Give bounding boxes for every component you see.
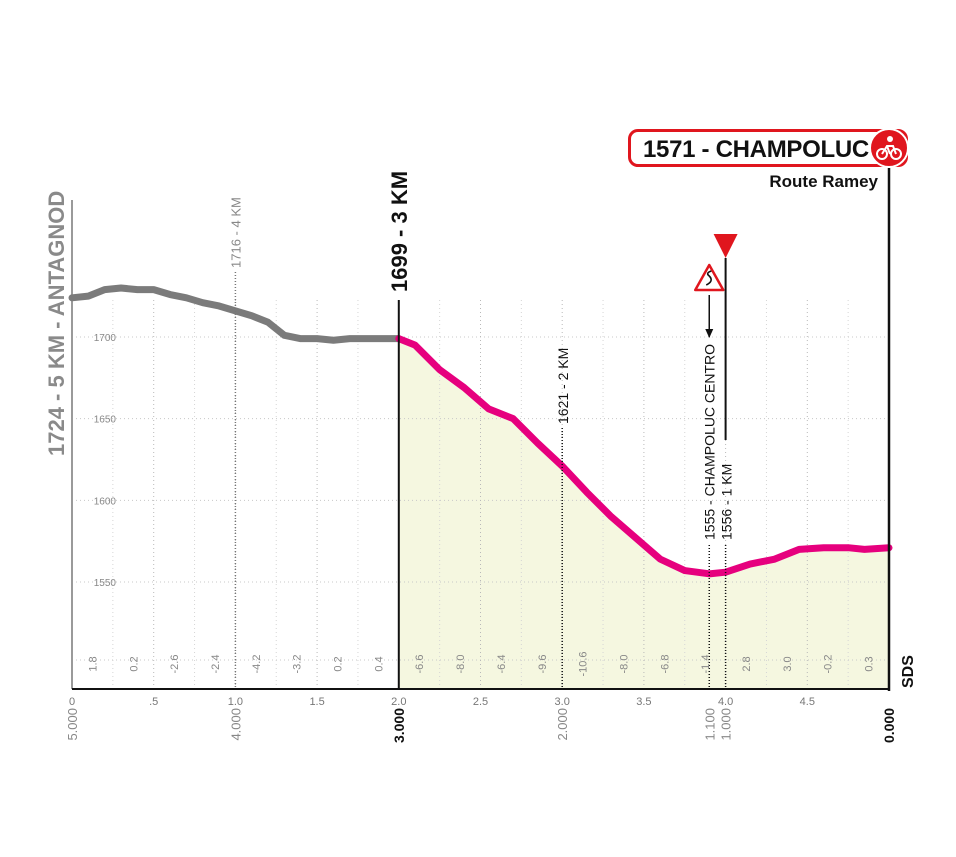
gradient-label: 0.4 bbox=[373, 656, 385, 671]
gradient-label: -6.4 bbox=[496, 655, 508, 674]
gradient-label: 2.8 bbox=[741, 656, 753, 671]
finish-banner: 1571 - CHAMPOLUC bbox=[628, 128, 909, 168]
curve-warning-icon bbox=[694, 263, 725, 292]
gradient-label: 0.3 bbox=[864, 656, 876, 671]
km-marker-label: 1716 - 4 KM bbox=[228, 197, 243, 268]
y-tick-label: 1700 bbox=[94, 333, 117, 344]
x-tick-label: 2.5 bbox=[473, 696, 488, 708]
y-tick-label: 1550 bbox=[94, 578, 117, 589]
warning-triangle bbox=[694, 263, 725, 292]
gradient-label: -3.2 bbox=[292, 655, 304, 674]
gradient-label: 3.0 bbox=[782, 656, 794, 671]
x-tick-label: .5 bbox=[149, 696, 158, 708]
gradient-label: -9.6 bbox=[537, 655, 549, 674]
finish-sublabel: Route Ramey bbox=[769, 172, 878, 191]
x-tick-label: 3.0 bbox=[555, 696, 570, 708]
gradient-label: -6.6 bbox=[414, 655, 426, 674]
distance-to-go-label: 2.000 bbox=[555, 708, 570, 741]
gradient-label: -0.2 bbox=[823, 655, 835, 674]
distance-to-go-label: 1.000 bbox=[719, 708, 734, 741]
distance-to-go-label: 1.100 bbox=[702, 708, 717, 741]
gradient-label: 0.2 bbox=[333, 656, 345, 671]
x-tick-label: 4.5 bbox=[800, 696, 815, 708]
km-marker-label: 1621 - 2 KM bbox=[555, 348, 571, 424]
distance-to-go-label: 4.000 bbox=[228, 708, 243, 741]
start-label: 1724 - 5 KM - ANTAGNOD bbox=[44, 191, 69, 456]
gradient-label: -2.4 bbox=[210, 655, 222, 674]
gradient-label: -10.6 bbox=[578, 651, 590, 676]
y-tick-label: 1650 bbox=[94, 415, 117, 426]
gradient-label: -6.8 bbox=[659, 655, 671, 674]
warning-arrow-head bbox=[705, 329, 714, 338]
profile-line-past bbox=[68, 284, 403, 344]
km-marker-label: 1555 - CHAMPOLUC CENTRO bbox=[701, 344, 717, 540]
profile-fill bbox=[398, 338, 889, 689]
sds-logo: SDS bbox=[900, 655, 917, 688]
red-triangle-icon bbox=[713, 234, 738, 258]
y-tick-label: 1600 bbox=[94, 496, 117, 507]
km-marker-label: 1699 - 3 KM bbox=[387, 171, 412, 292]
x-tick-label: 1.0 bbox=[228, 696, 243, 708]
gradient-label: -8.0 bbox=[455, 655, 467, 674]
x-tick-label: 2.0 bbox=[391, 696, 406, 708]
gradient-label: -2.6 bbox=[169, 655, 181, 674]
warning-curve bbox=[705, 270, 712, 286]
distance-to-go-label: 5.000 bbox=[65, 708, 80, 741]
x-tick-label: 4.0 bbox=[718, 696, 733, 708]
gradient-label: -1.4 bbox=[700, 655, 712, 674]
finish-label: 1571 - CHAMPOLUC bbox=[643, 136, 869, 163]
gradient-label: -8.0 bbox=[618, 655, 630, 674]
distance-to-go-label: 0.000 bbox=[881, 708, 897, 743]
x-tick-label: 1.5 bbox=[309, 696, 324, 708]
x-tick-label: 3.5 bbox=[636, 696, 651, 708]
gradient-label: -4.2 bbox=[251, 655, 263, 674]
profile-line-final bbox=[395, 335, 893, 578]
distance-to-go-label: 3.000 bbox=[391, 708, 407, 743]
km-marker-label: 1556 - 1 KM bbox=[719, 464, 735, 540]
x-tick-label: 0 bbox=[69, 696, 75, 708]
cyclist-icon bbox=[869, 128, 909, 168]
gradient-label: 1.8 bbox=[87, 656, 99, 671]
gradient-label: 0.2 bbox=[128, 656, 140, 671]
